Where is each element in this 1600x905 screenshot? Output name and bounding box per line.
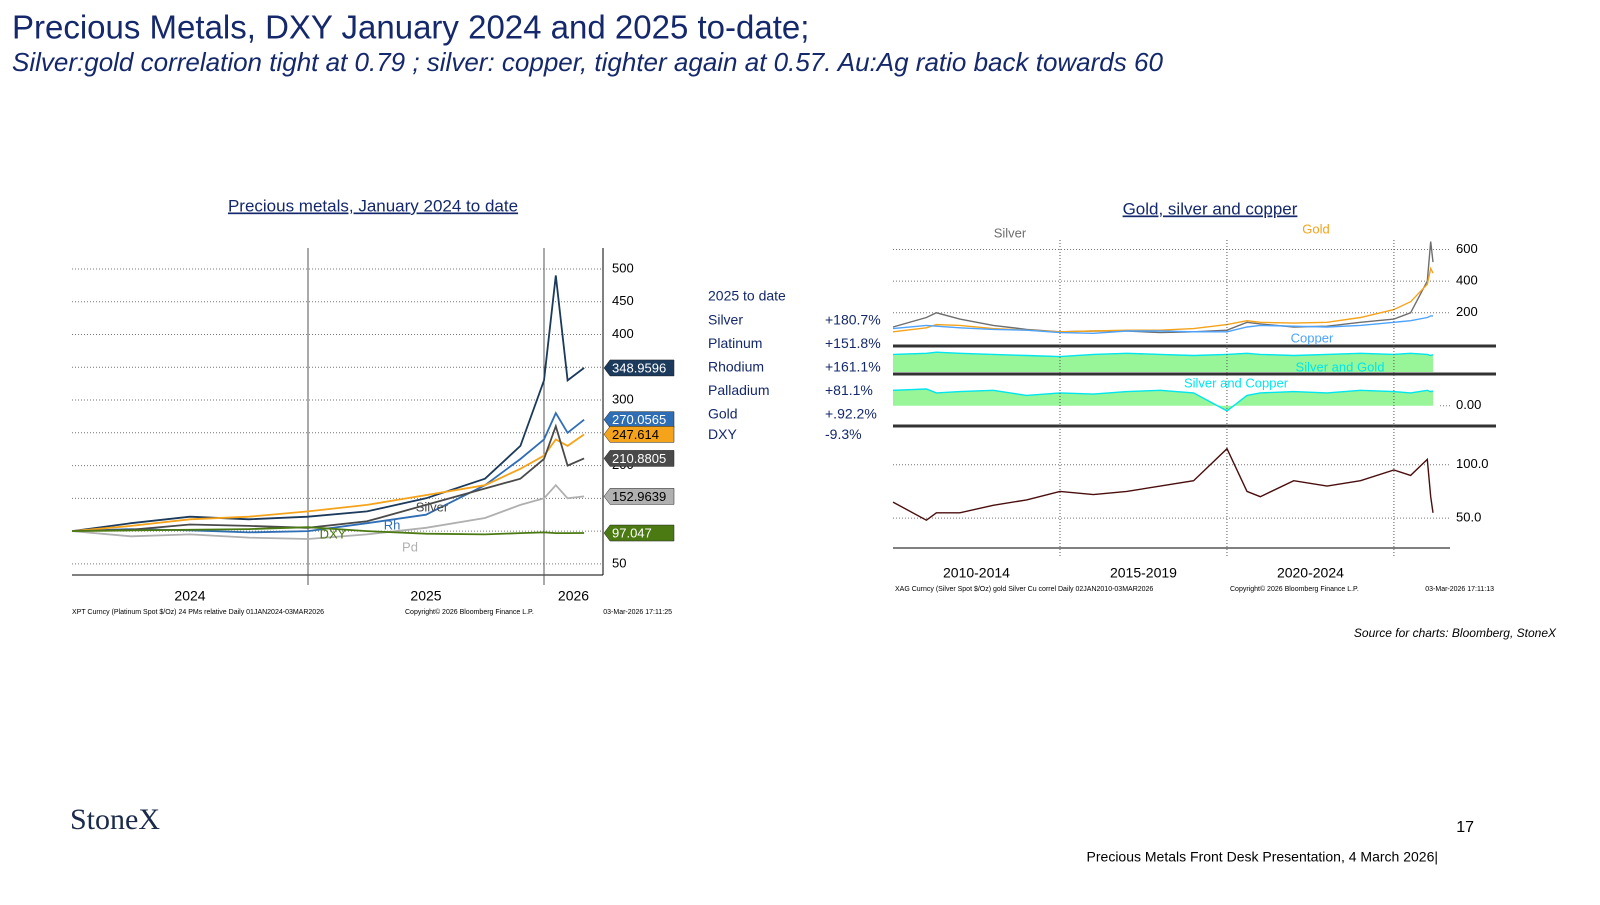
source-note: Source for charts: Bloomberg, StoneX [1354,626,1557,640]
y-tick-label: 400 [612,326,634,341]
x-tick-label: 2020-2024 [1277,565,1344,581]
table-value: +161.1% [825,359,881,375]
y-tick-label: 500 [612,260,634,275]
value-label: 247.614 [612,427,659,442]
y-tick-label: 600 [1456,241,1478,256]
chart-title: Gold, silver and copper [1123,199,1298,218]
value-box [603,411,675,428]
y-tick-label: 100.0 [1456,456,1489,471]
value-box [603,426,675,443]
series-label: Rh [384,517,401,532]
value-box [603,488,675,505]
table-value: -9.3% [825,426,862,442]
line [892,266,1434,333]
value-label: 97.047 [612,525,652,540]
table-label: Gold [708,406,738,422]
table-value: +.92.2% [825,406,877,422]
value-label: 348.9596 [612,360,666,375]
x-tick-label: 2015-2019 [1110,565,1177,581]
slide-title: Precious Metals, DXY January 2024 and 20… [12,9,809,46]
line [892,351,1434,358]
series-label: Silver and Copper [1184,375,1289,390]
table-label: Palladium [708,382,769,398]
series-label: Silver [416,499,449,514]
line [71,423,585,532]
logo: StoneX [70,803,160,836]
value-label: 270.0565 [612,412,666,427]
footnote: 03-Mar-2026 17:11:25 [603,609,672,616]
y-tick-label: 300 [612,391,634,406]
x-tick-label: 2026 [558,588,589,604]
value-box [603,359,675,377]
line [71,275,585,532]
footnote: Copyright© 2026 Bloomberg Finance L.P. [1230,585,1359,593]
footnote: XAG Curncy (Silver Spot $/Oz) gold Silve… [895,586,1153,593]
page-number: 17 [1456,819,1474,836]
area [893,389,1433,411]
y-tick-label: 50 [612,555,626,570]
value-label: 210.8805 [612,451,666,466]
value-box [603,450,675,467]
y-tick-label: 200 [1456,304,1478,319]
table-value: +151.8% [825,335,881,351]
value-box [603,524,675,542]
series-label: Copper [1291,330,1334,345]
line [71,526,585,536]
line [71,433,585,532]
footer-text: Precious Metals Front Desk Presentation,… [1087,849,1438,865]
table-value: +81.1% [825,382,873,398]
table-label: Platinum [708,335,762,351]
table-value: +180.7% [825,312,881,328]
series-label: DXY [320,526,347,541]
area [893,352,1433,372]
y-tick-label: 0.00 [1456,397,1481,412]
table-label: Rhodium [708,359,764,375]
y-tick-label: 50.0 [1456,510,1481,525]
series-label: Pd [402,539,418,554]
value-label: 152.9639 [612,489,666,504]
slide-subtitle: Silver:gold correlation tight at 0.79 ; … [12,47,1163,77]
line [892,447,1434,522]
series-label: Silver and Gold [1296,359,1385,374]
line [892,315,1433,335]
line [892,241,1434,334]
table-heading: 2025 to date [708,288,786,304]
footnote: XPT Curncy (Platinum Spot $/Oz) 24 PMs r… [72,609,324,616]
y-tick-label: 450 [612,293,634,308]
footnote: Copyright© 2026 Bloomberg Finance L.P. [405,608,534,616]
line [892,388,1434,412]
footnote: 03-Mar-2026 17:11:13 [1425,586,1494,593]
x-tick-label: 2010-2014 [943,565,1010,581]
y-tick-label: 400 [1456,273,1478,288]
table-label: Silver [708,312,743,328]
x-tick-label: 2024 [174,588,205,604]
x-tick-label: 2025 [410,588,441,604]
chart-title: Precious metals, January 2024 to date [228,196,518,215]
series-label: Gold [1302,221,1329,236]
table-label: DXY [708,426,737,442]
series-label: Silver [994,225,1027,240]
line [71,483,585,540]
